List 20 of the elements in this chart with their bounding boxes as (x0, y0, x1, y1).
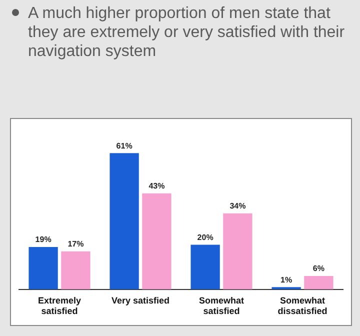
data-label: 34% (230, 202, 246, 211)
data-label: 17% (68, 240, 84, 249)
x-tick-label: Somewhat dissatisfied (278, 295, 328, 316)
chart-title: A much higher proportion of men state that they are extremely or very satisfied with their navigation system (28, 4, 346, 61)
bar (110, 153, 139, 290)
bar (304, 276, 334, 290)
data-label: 19% (35, 235, 52, 244)
bar (190, 244, 220, 290)
data-label: 61% (116, 141, 132, 150)
data-label: 43% (148, 182, 165, 191)
data-label: 20% (197, 232, 214, 242)
bar (142, 193, 172, 290)
bar (28, 246, 58, 290)
bar (223, 213, 252, 290)
bar (61, 251, 90, 290)
data-label: 1% (280, 275, 292, 284)
x-tick-label: Extremely satisfied (38, 295, 82, 316)
x-tick-label: Very satisfied (111, 295, 170, 306)
data-label: 6% (312, 264, 324, 274)
x-tick-label: Somewhat satisfied (198, 295, 244, 316)
